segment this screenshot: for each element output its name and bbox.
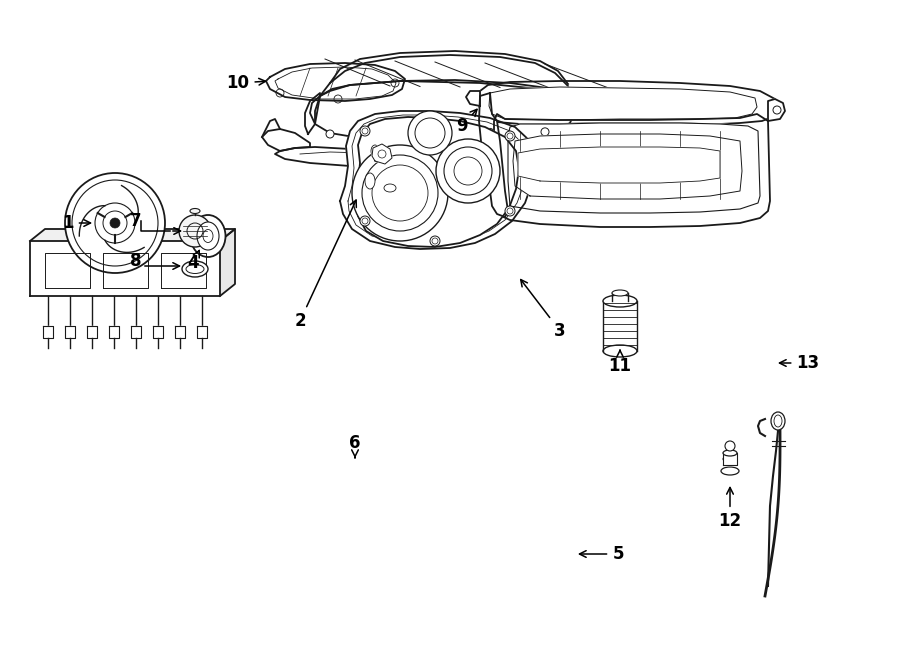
Polygon shape <box>43 326 53 338</box>
Text: 8: 8 <box>130 252 141 270</box>
Ellipse shape <box>721 467 739 475</box>
Ellipse shape <box>384 184 396 192</box>
Polygon shape <box>103 253 148 288</box>
Ellipse shape <box>186 264 204 274</box>
Polygon shape <box>518 147 720 183</box>
Polygon shape <box>161 253 206 288</box>
Circle shape <box>360 126 370 136</box>
Text: 10: 10 <box>227 74 266 92</box>
Polygon shape <box>266 63 405 101</box>
Ellipse shape <box>197 222 219 250</box>
Text: 5: 5 <box>580 545 624 563</box>
Polygon shape <box>275 143 590 167</box>
Polygon shape <box>305 93 320 134</box>
Polygon shape <box>131 326 141 338</box>
Circle shape <box>426 129 434 137</box>
Polygon shape <box>45 253 90 288</box>
Polygon shape <box>513 134 742 199</box>
Polygon shape <box>109 326 119 338</box>
Ellipse shape <box>365 173 375 189</box>
Circle shape <box>725 441 735 451</box>
Polygon shape <box>479 81 778 124</box>
Circle shape <box>326 130 334 138</box>
Text: 2: 2 <box>294 200 356 330</box>
Circle shape <box>408 111 452 155</box>
Polygon shape <box>466 91 480 106</box>
Circle shape <box>505 206 515 216</box>
Text: 6: 6 <box>349 434 361 457</box>
Circle shape <box>352 145 448 241</box>
Text: 7: 7 <box>130 212 141 230</box>
Polygon shape <box>568 121 600 147</box>
Polygon shape <box>197 326 207 338</box>
Circle shape <box>505 131 515 141</box>
Text: 11: 11 <box>608 350 632 375</box>
Text: 1: 1 <box>62 214 91 232</box>
Circle shape <box>95 203 135 243</box>
Ellipse shape <box>603 295 637 307</box>
Text: 4: 4 <box>187 251 199 272</box>
Polygon shape <box>479 93 508 217</box>
Ellipse shape <box>612 290 628 296</box>
Circle shape <box>360 216 370 226</box>
Text: 9: 9 <box>456 109 477 135</box>
Ellipse shape <box>603 345 637 357</box>
Polygon shape <box>153 326 163 338</box>
Text: 3: 3 <box>521 280 566 340</box>
Polygon shape <box>30 241 220 296</box>
Ellipse shape <box>723 450 737 456</box>
Polygon shape <box>30 229 235 241</box>
Polygon shape <box>340 111 535 249</box>
Ellipse shape <box>182 261 208 277</box>
Ellipse shape <box>191 215 226 257</box>
Circle shape <box>430 236 440 246</box>
Circle shape <box>65 173 165 273</box>
Ellipse shape <box>723 456 737 462</box>
Circle shape <box>376 130 384 137</box>
Polygon shape <box>723 453 737 465</box>
Ellipse shape <box>190 208 200 214</box>
Polygon shape <box>65 326 75 338</box>
Polygon shape <box>508 123 760 213</box>
Polygon shape <box>320 55 570 98</box>
Circle shape <box>541 128 549 136</box>
Circle shape <box>110 218 120 228</box>
Text: 13: 13 <box>779 354 820 372</box>
Ellipse shape <box>771 412 785 430</box>
Polygon shape <box>768 99 785 121</box>
Polygon shape <box>489 87 757 120</box>
Polygon shape <box>315 81 575 139</box>
Polygon shape <box>220 229 235 296</box>
Circle shape <box>179 215 211 247</box>
Polygon shape <box>87 326 97 338</box>
Polygon shape <box>355 117 519 247</box>
Circle shape <box>436 139 500 203</box>
Polygon shape <box>262 129 310 151</box>
Polygon shape <box>175 326 185 338</box>
Circle shape <box>486 128 494 136</box>
Polygon shape <box>372 144 392 164</box>
Ellipse shape <box>371 145 379 157</box>
Polygon shape <box>494 114 770 227</box>
Text: 12: 12 <box>718 487 742 530</box>
